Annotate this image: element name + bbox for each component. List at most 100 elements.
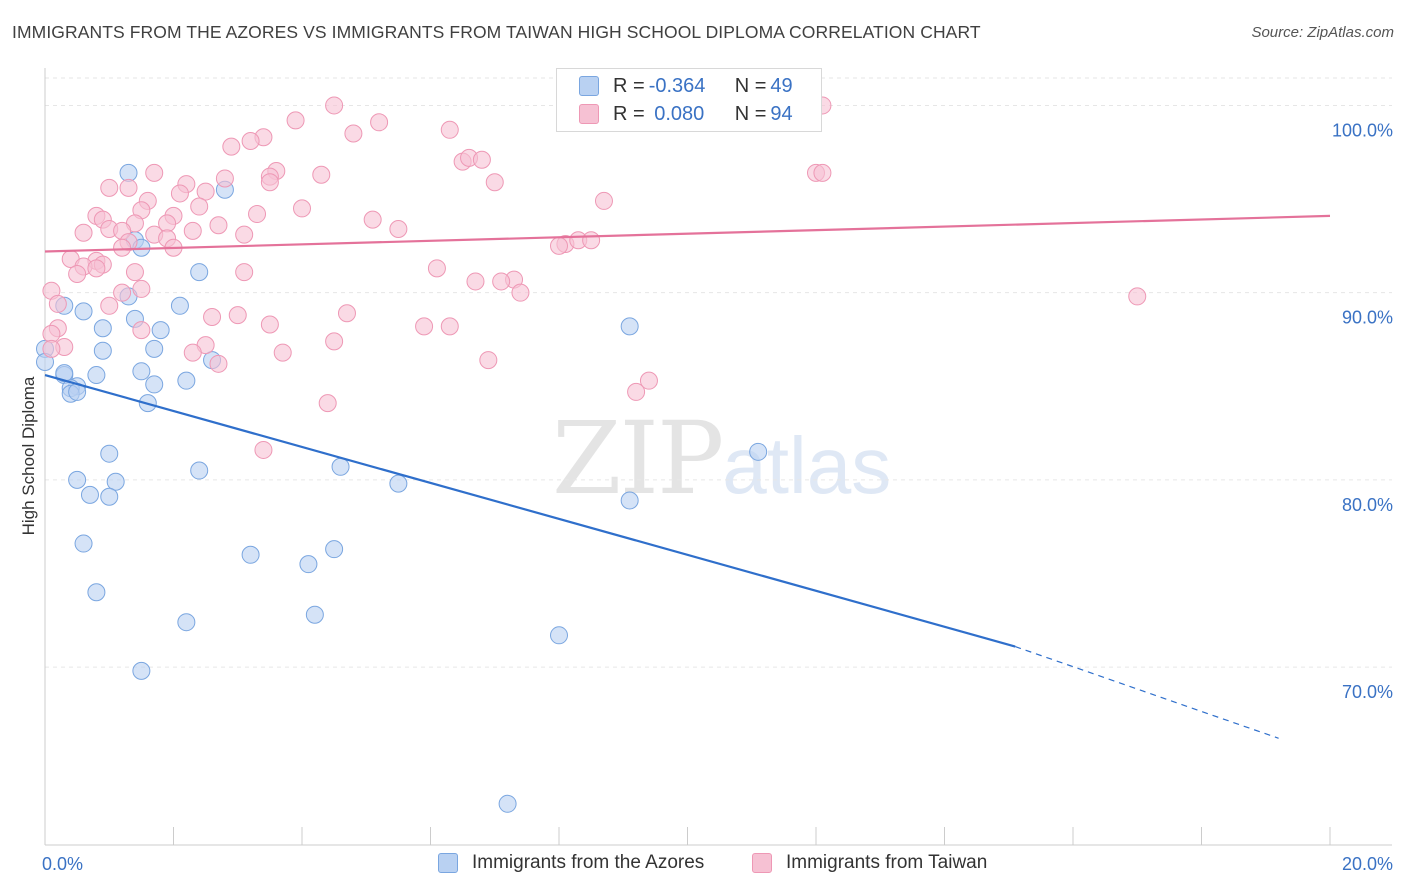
azores-point (190, 461, 209, 480)
taiwan-point (273, 343, 292, 362)
r-label: R = (613, 74, 645, 97)
chart-source: Source: ZipAtlas.com (1251, 24, 1394, 41)
azores-point (74, 302, 93, 321)
taiwan-trend-line (44, 214, 1331, 253)
taiwan-point (68, 264, 87, 283)
taiwan-point (87, 259, 106, 278)
taiwan-point (627, 382, 646, 401)
taiwan-point (183, 221, 202, 240)
chart-title: IMMIGRANTS FROM THE AZORES VS IMMIGRANTS… (12, 22, 981, 42)
y-tick-label: 100.0% (1332, 120, 1393, 140)
taiwan-point (215, 169, 234, 188)
azores-point (68, 470, 87, 489)
azores-point (620, 491, 639, 510)
taiwan-point (363, 210, 382, 229)
taiwan-point (492, 272, 511, 291)
y-tick-label: 90.0% (1342, 308, 1393, 328)
azores-point (177, 371, 196, 390)
taiwan-point (370, 113, 389, 132)
taiwan-point (42, 339, 61, 358)
taiwan-point (196, 182, 215, 201)
taiwan-legend-label: Immigrants from Taiwan (786, 852, 988, 873)
taiwan-point (1128, 287, 1147, 306)
taiwan-point (260, 315, 279, 334)
n-value: 49 (770, 74, 793, 97)
azores-point (190, 263, 209, 282)
azores-point (145, 375, 164, 394)
taiwan-point (254, 440, 273, 459)
azores-trend-extension (1014, 645, 1279, 739)
taiwan-point (235, 225, 254, 244)
azores-legend-label: Immigrants from the Azores (472, 852, 705, 873)
x-tick-label-max: 20.0% (1342, 854, 1393, 874)
r-label: R = (613, 102, 645, 125)
azores-point (93, 341, 112, 360)
axes (44, 68, 1392, 846)
grid-lines (45, 77, 1392, 668)
taiwan-point (132, 279, 151, 298)
azores-point (55, 364, 74, 383)
taiwan-point (74, 223, 93, 242)
azores-point (119, 163, 138, 182)
taiwan-point (209, 354, 228, 373)
azores-point (132, 661, 151, 680)
azores-point (145, 339, 164, 358)
taiwan-legend-swatch (752, 853, 772, 873)
taiwan-point (479, 351, 498, 370)
taiwan-point (235, 263, 254, 282)
x-tick-label-min: 0.0% (42, 854, 83, 874)
stats-legend-row-taiwan: R = 0.080 N = 94 (579, 101, 793, 127)
taiwan-point (639, 371, 658, 390)
azores-point (80, 485, 99, 504)
azores-trend-line (44, 373, 1016, 648)
watermark-atlas: atlas (722, 421, 892, 510)
taiwan-point (594, 191, 613, 210)
azores-point (550, 626, 568, 645)
taiwan-point (318, 394, 337, 413)
taiwan-point (325, 96, 344, 115)
y-tick-label: 80.0% (1342, 495, 1393, 515)
taiwan-point (132, 321, 151, 340)
azores-point (241, 545, 260, 564)
taiwan-point (293, 199, 311, 218)
azores-point (498, 794, 517, 813)
azores-point (299, 555, 318, 574)
taiwan-point (312, 165, 331, 184)
azores-point (132, 362, 151, 381)
azores-point (305, 605, 324, 624)
azores-points (36, 163, 768, 813)
r-value: -0.364 (648, 74, 706, 97)
azores-swatch (579, 76, 599, 96)
azores-point (749, 442, 768, 461)
taiwan-point (42, 324, 61, 343)
taiwan-point (260, 173, 279, 192)
n-label: N = (734, 74, 767, 97)
taiwan-point (222, 137, 241, 156)
taiwan-point (344, 124, 363, 143)
taiwan-point (241, 132, 260, 151)
taiwan-point (415, 317, 434, 336)
taiwan-point (248, 205, 267, 224)
azores-legend-swatch (438, 853, 458, 873)
taiwan-point (286, 111, 305, 130)
azores-point (170, 296, 189, 315)
y-axis-label: High School Diploma (19, 376, 38, 535)
taiwan-point (440, 120, 459, 139)
taiwan-point (325, 332, 344, 351)
taiwan-point (209, 216, 228, 235)
azores-point (106, 472, 125, 491)
taiwan-point (48, 294, 67, 313)
taiwan-point (190, 197, 209, 216)
taiwan-point (389, 220, 408, 239)
taiwan-points (42, 96, 1147, 459)
trend-lines (44, 214, 1331, 739)
n-label: N = (734, 102, 767, 125)
azores-point (100, 444, 119, 463)
taiwan-point (582, 231, 601, 250)
azores-point (93, 319, 112, 338)
series-legend: Immigrants from the Azores Immigrants fr… (0, 852, 1406, 880)
legend-item-taiwan: Immigrants from Taiwan (752, 852, 987, 874)
taiwan-point (119, 178, 138, 197)
n-value: 94 (770, 102, 793, 125)
taiwan-point (100, 296, 119, 315)
